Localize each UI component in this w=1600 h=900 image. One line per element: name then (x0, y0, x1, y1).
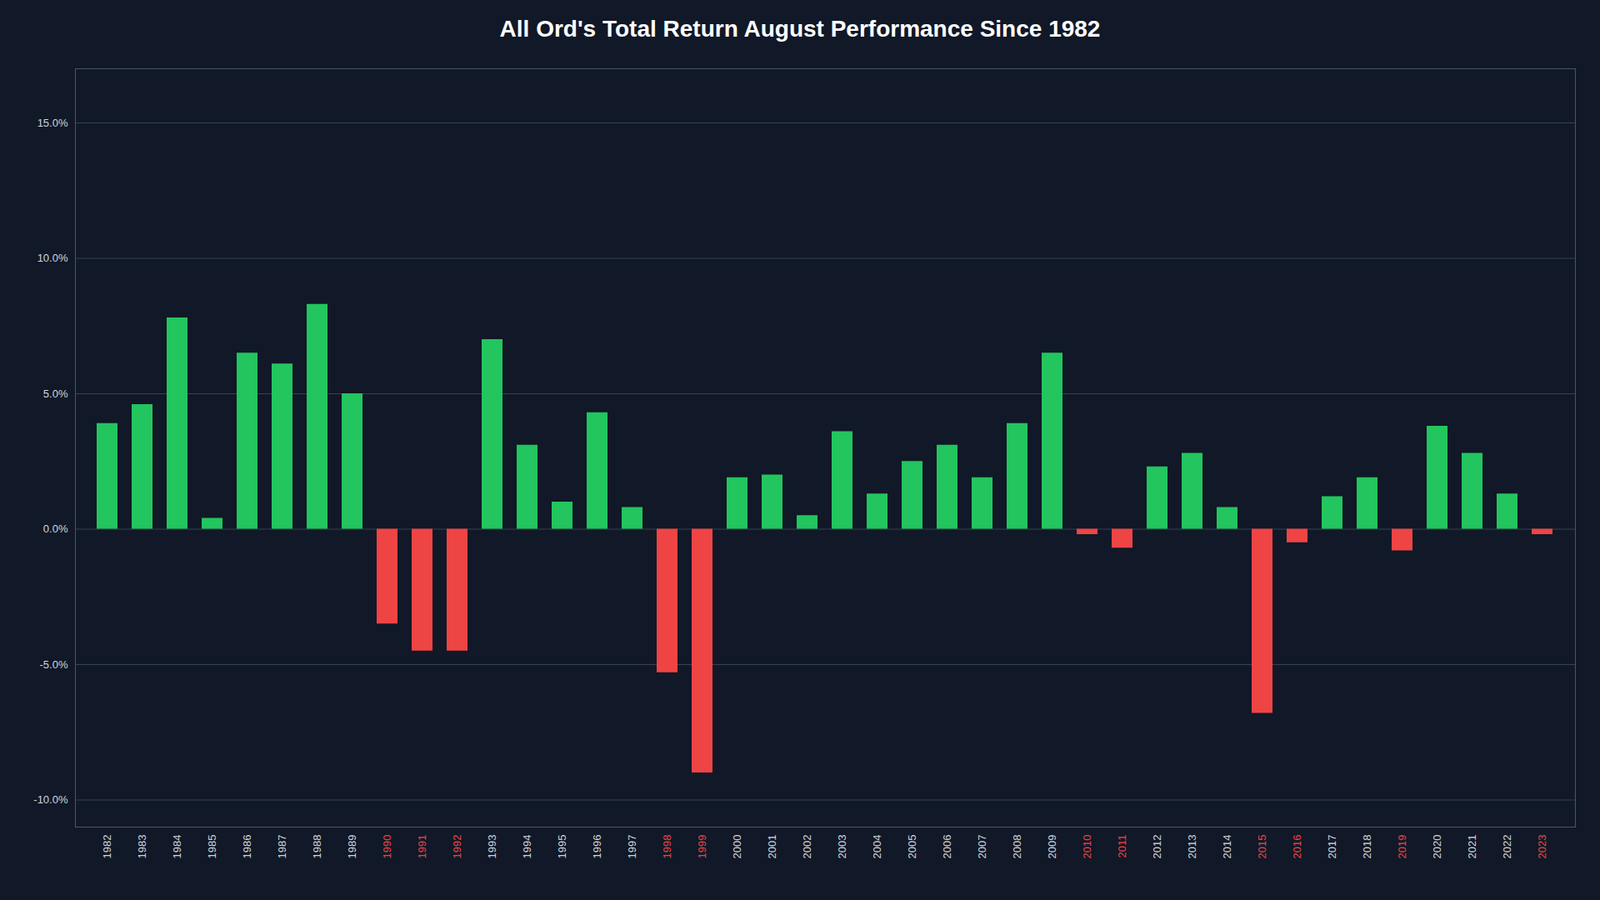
svg-text:1988: 1988 (310, 834, 324, 859)
svg-text:1997: 1997 (625, 834, 639, 859)
svg-text:2021: 2021 (1465, 834, 1479, 859)
html-text:All Ord's Total Return August: All Ord's Total Return August Performanc… (499, 15, 1101, 42)
svg-text:2014: 2014 (1220, 834, 1234, 859)
svg-text:-10.0%: -10.0% (33, 793, 69, 806)
svg-text:-5.0%: -5.0% (40, 657, 69, 670)
svg-text:1993: 1993 (485, 834, 499, 859)
svg-text:1991: 1991 (415, 834, 429, 859)
svg-text:1982: 1982 (100, 834, 114, 859)
svg-text:2003: 2003 (835, 834, 849, 859)
svg-text:2022: 2022 (1500, 834, 1514, 859)
svg-text:0.0%: 0.0% (43, 522, 69, 535)
svg-text:1987: 1987 (275, 834, 289, 859)
svg-text:1999: 1999 (695, 834, 709, 859)
svg-text:1989: 1989 (345, 834, 359, 859)
svg-text:2017: 2017 (1325, 834, 1339, 859)
svg-text:1998: 1998 (660, 834, 674, 859)
svg-text:2011: 2011 (1115, 834, 1129, 858)
svg-text:2006: 2006 (940, 834, 954, 859)
svg-text:2005: 2005 (905, 834, 919, 859)
svg-text:2018: 2018 (1360, 834, 1374, 859)
svg-text:2004: 2004 (870, 834, 884, 859)
svg-text:2007: 2007 (975, 834, 989, 859)
svg-text:2023: 2023 (1535, 834, 1549, 859)
svg-text:2015: 2015 (1255, 834, 1269, 859)
svg-text:1990: 1990 (380, 834, 394, 859)
svg-text:2001: 2001 (765, 834, 779, 859)
svg-text:1992: 1992 (450, 834, 464, 859)
svg-text:1985: 1985 (205, 834, 219, 859)
svg-text:1994: 1994 (520, 834, 534, 859)
svg-text:10.0%: 10.0% (37, 251, 69, 265)
svg-text:15.0%: 15.0% (37, 115, 69, 129)
svg-text:2009: 2009 (1045, 834, 1059, 859)
svg-text:2020: 2020 (1430, 834, 1444, 859)
svg-text:2000: 2000 (730, 834, 744, 859)
svg-text:2012: 2012 (1150, 834, 1164, 859)
svg-text:2008: 2008 (1010, 834, 1024, 859)
svg-text:2002: 2002 (800, 834, 814, 859)
svg-text:2016: 2016 (1290, 834, 1304, 859)
svg-text:2019: 2019 (1395, 834, 1409, 859)
svg-text:1995: 1995 (555, 834, 569, 859)
svg-text:1983: 1983 (135, 834, 149, 859)
svg-text:1996: 1996 (590, 834, 604, 859)
svg-text:2010: 2010 (1080, 834, 1094, 859)
svg-text:1984: 1984 (170, 834, 184, 859)
svg-text:1986: 1986 (240, 834, 254, 859)
svg-text:5.0%: 5.0% (43, 386, 69, 400)
svg-text:2013: 2013 (1185, 834, 1199, 859)
